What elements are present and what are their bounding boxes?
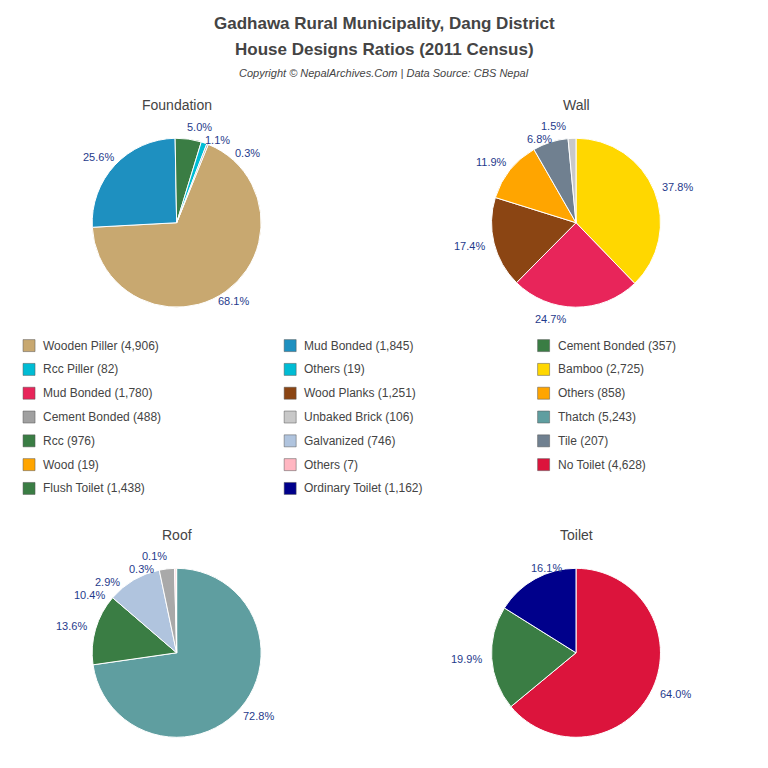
svg-text:24.7%: 24.7% bbox=[535, 313, 566, 325]
svg-text:37.8%: 37.8% bbox=[662, 181, 693, 193]
svg-text:72.8%: 72.8% bbox=[243, 710, 274, 722]
svg-text:Foundation: Foundation bbox=[142, 97, 212, 113]
svg-text:Unbaked Brick (106): Unbaked Brick (106) bbox=[304, 410, 413, 424]
svg-text:Thatch (5,243): Thatch (5,243) bbox=[558, 410, 636, 424]
svg-text:2.9%: 2.9% bbox=[95, 576, 120, 588]
svg-text:No Toilet (4,628): No Toilet (4,628) bbox=[558, 458, 646, 472]
svg-text:11.9%: 11.9% bbox=[476, 156, 507, 168]
svg-text:Flush Toilet (1,438): Flush Toilet (1,438) bbox=[43, 481, 145, 495]
svg-text:Cement Bonded (488): Cement Bonded (488) bbox=[43, 410, 161, 424]
svg-text:Wood (19): Wood (19) bbox=[43, 458, 99, 472]
svg-text:Roof: Roof bbox=[162, 527, 192, 543]
svg-text:19.9%: 19.9% bbox=[451, 653, 482, 665]
svg-text:64.0%: 64.0% bbox=[660, 688, 691, 700]
svg-text:Wooden Piller (4,906): Wooden Piller (4,906) bbox=[43, 339, 159, 353]
svg-text:Wood Planks (1,251): Wood Planks (1,251) bbox=[304, 386, 416, 400]
svg-text:Others (858): Others (858) bbox=[558, 386, 625, 400]
svg-text:Toilet: Toilet bbox=[560, 527, 593, 543]
svg-text:Cement Bonded (357): Cement Bonded (357) bbox=[558, 339, 676, 353]
svg-text:16.1%: 16.1% bbox=[531, 562, 562, 574]
svg-text:Mud Bonded (1,780): Mud Bonded (1,780) bbox=[43, 386, 152, 400]
svg-text:Bamboo (2,725): Bamboo (2,725) bbox=[558, 362, 644, 376]
svg-text:Galvanized (746): Galvanized (746) bbox=[304, 434, 395, 448]
svg-text:13.6%: 13.6% bbox=[56, 620, 87, 632]
svg-text:Tile (207): Tile (207) bbox=[558, 434, 608, 448]
svg-text:0.3%: 0.3% bbox=[129, 563, 154, 575]
svg-text:6.8%: 6.8% bbox=[527, 133, 552, 145]
svg-text:Ordinary Toilet (1,162): Ordinary Toilet (1,162) bbox=[304, 481, 423, 495]
svg-text:1.1%: 1.1% bbox=[205, 134, 230, 146]
svg-text:Copyright © NepalArchives.Com: Copyright © NepalArchives.Com | Data Sou… bbox=[239, 67, 529, 79]
svg-text:Gadhawa Rural Municipality, Da: Gadhawa Rural Municipality, Dang Distric… bbox=[214, 14, 555, 33]
svg-text:10.4%: 10.4% bbox=[74, 589, 105, 601]
svg-text:Mud Bonded (1,845): Mud Bonded (1,845) bbox=[304, 339, 413, 353]
svg-text:Wall: Wall bbox=[563, 97, 590, 113]
svg-text:Others (7): Others (7) bbox=[304, 458, 358, 472]
svg-text:0.3%: 0.3% bbox=[235, 147, 260, 159]
svg-text:0.1%: 0.1% bbox=[142, 550, 167, 562]
svg-text:Others (19): Others (19) bbox=[304, 362, 365, 376]
svg-text:1.5%: 1.5% bbox=[541, 120, 566, 132]
svg-text:5.0%: 5.0% bbox=[187, 121, 212, 133]
svg-text:17.4%: 17.4% bbox=[454, 240, 485, 252]
svg-text:25.6%: 25.6% bbox=[83, 151, 114, 163]
svg-text:68.1%: 68.1% bbox=[218, 295, 249, 307]
svg-text:House Designs Ratios (2011 Cen: House Designs Ratios (2011 Census) bbox=[235, 40, 534, 59]
svg-text:Rcc Piller (82): Rcc Piller (82) bbox=[43, 362, 118, 376]
svg-text:Rcc (976): Rcc (976) bbox=[43, 434, 95, 448]
